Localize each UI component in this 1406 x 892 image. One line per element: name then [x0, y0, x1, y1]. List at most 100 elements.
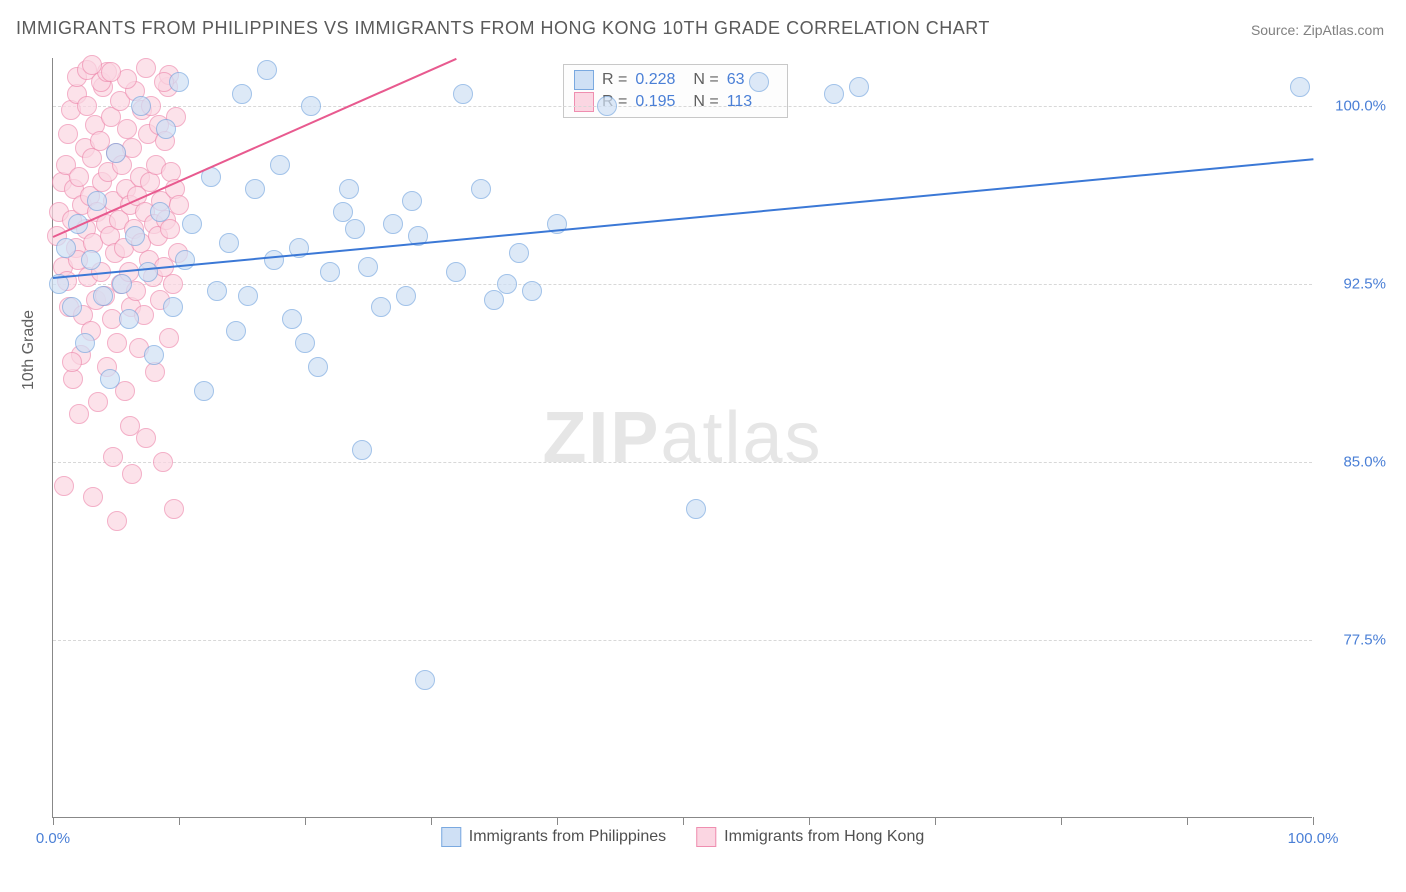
- scatter-point: [56, 238, 76, 258]
- scatter-point: [597, 96, 617, 116]
- scatter-point: [352, 440, 372, 460]
- scatter-point: [169, 195, 189, 215]
- series-legend-label: Immigrants from Philippines: [469, 828, 666, 846]
- gridline: [53, 106, 1312, 107]
- scatter-point: [849, 77, 869, 97]
- legend-r-value: 0.228: [635, 71, 685, 89]
- x-tick-label: 0.0%: [36, 830, 70, 847]
- legend-r-value: 0.195: [635, 93, 685, 111]
- scatter-point: [87, 191, 107, 211]
- x-tick: [53, 817, 54, 825]
- scatter-point: [749, 72, 769, 92]
- scatter-point: [396, 286, 416, 306]
- scatter-point: [119, 309, 139, 329]
- scatter-point: [107, 333, 127, 353]
- series-legend-label: Immigrants from Hong Kong: [724, 828, 924, 846]
- scatter-point: [295, 333, 315, 353]
- scatter-point: [75, 333, 95, 353]
- x-tick: [683, 817, 684, 825]
- scatter-point: [182, 214, 202, 234]
- legend-r-label: R =: [602, 71, 627, 89]
- scatter-point: [308, 357, 328, 377]
- scatter-point: [1290, 77, 1310, 97]
- x-tick-label: 100.0%: [1288, 830, 1339, 847]
- scatter-point: [58, 124, 78, 144]
- scatter-point: [136, 428, 156, 448]
- gridline: [53, 462, 1312, 463]
- scatter-point: [219, 233, 239, 253]
- y-tick-label: 92.5%: [1343, 275, 1386, 292]
- scatter-point: [88, 392, 108, 412]
- scatter-point: [320, 262, 340, 282]
- scatter-point: [138, 262, 158, 282]
- scatter-point: [150, 202, 170, 222]
- y-tick-label: 100.0%: [1335, 97, 1386, 114]
- scatter-point: [103, 447, 123, 467]
- legend-n-value: 113: [727, 93, 777, 111]
- scatter-point: [106, 143, 126, 163]
- scatter-point: [497, 274, 517, 294]
- scatter-point: [415, 670, 435, 690]
- x-tick: [1061, 817, 1062, 825]
- x-tick: [935, 817, 936, 825]
- source-attribution: Source: ZipAtlas.com: [1251, 22, 1384, 38]
- y-tick-label: 85.0%: [1343, 453, 1386, 470]
- scatter-point: [160, 219, 180, 239]
- legend-n-label: N =: [693, 71, 718, 89]
- scatter-point: [69, 167, 89, 187]
- scatter-point: [194, 381, 214, 401]
- scatter-point: [402, 191, 422, 211]
- scatter-point: [117, 119, 137, 139]
- scatter-point: [112, 274, 132, 294]
- scatter-point: [232, 84, 252, 104]
- scatter-point: [264, 250, 284, 270]
- scatter-point: [153, 452, 173, 472]
- legend-swatch: [696, 827, 716, 847]
- scatter-point: [824, 84, 844, 104]
- scatter-point: [686, 499, 706, 519]
- scatter-point: [371, 297, 391, 317]
- y-axis-label: 10th Grade: [20, 310, 38, 390]
- scatter-point: [136, 58, 156, 78]
- scatter-point: [101, 62, 121, 82]
- scatter-point: [270, 155, 290, 175]
- gridline: [53, 284, 1312, 285]
- legend-swatch: [574, 70, 594, 90]
- legend-n-label: N =: [693, 93, 718, 111]
- series-legend: Immigrants from Philippines Immigrants fr…: [441, 827, 924, 847]
- scatter-point: [69, 404, 89, 424]
- scatter-point: [100, 369, 120, 389]
- watermark: ZIPatlas: [542, 397, 822, 479]
- scatter-point: [471, 179, 491, 199]
- scatter-point: [257, 60, 277, 80]
- scatter-point: [62, 352, 82, 372]
- scatter-point: [144, 345, 164, 365]
- x-tick: [431, 817, 432, 825]
- scatter-point: [122, 464, 142, 484]
- scatter-point: [163, 274, 183, 294]
- scatter-point: [509, 243, 529, 263]
- scatter-point: [358, 257, 378, 277]
- series-legend-item: Immigrants from Philippines: [441, 827, 666, 847]
- scatter-point: [163, 297, 183, 317]
- scatter-point: [54, 476, 74, 496]
- scatter-point: [93, 286, 113, 306]
- chart-title: IMMIGRANTS FROM PHILIPPINES VS IMMIGRANT…: [16, 18, 990, 39]
- scatter-point: [226, 321, 246, 341]
- plot-area: ZIPatlas R =0.228N =63R =0.195N =113 Imm…: [52, 58, 1312, 818]
- trend-line: [53, 158, 1313, 279]
- scatter-point: [169, 72, 189, 92]
- scatter-point: [446, 262, 466, 282]
- scatter-point: [453, 84, 473, 104]
- scatter-point: [339, 179, 359, 199]
- x-tick: [179, 817, 180, 825]
- scatter-point: [125, 226, 145, 246]
- scatter-point: [82, 55, 102, 75]
- scatter-point: [164, 499, 184, 519]
- scatter-point: [159, 328, 179, 348]
- series-legend-item: Immigrants from Hong Kong: [696, 827, 924, 847]
- legend-swatch: [574, 92, 594, 112]
- x-tick: [1187, 817, 1188, 825]
- scatter-point: [83, 487, 103, 507]
- scatter-point: [81, 250, 101, 270]
